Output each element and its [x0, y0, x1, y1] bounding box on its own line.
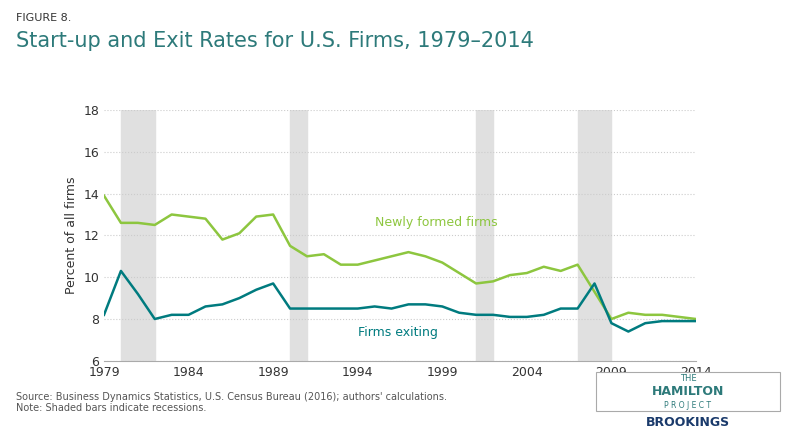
Bar: [121, 110, 154, 361]
Text: BROOKINGS: BROOKINGS: [646, 416, 730, 429]
Text: Source: Business Dynamics Statistics, U.S. Census Bureau (2016); authors' calcul: Source: Business Dynamics Statistics, U.…: [16, 392, 447, 413]
Text: THE: THE: [680, 374, 696, 383]
Text: Newly formed firms: Newly formed firms: [374, 216, 498, 229]
Text: P R O J E C T: P R O J E C T: [665, 401, 711, 410]
Y-axis label: Percent of all firms: Percent of all firms: [65, 176, 78, 294]
Bar: [578, 110, 611, 361]
Bar: [290, 110, 307, 361]
FancyBboxPatch shape: [596, 372, 780, 411]
Text: FIGURE 8.: FIGURE 8.: [16, 13, 71, 23]
Text: Start-up and Exit Rates for U.S. Firms, 1979–2014: Start-up and Exit Rates for U.S. Firms, …: [16, 31, 534, 51]
Text: HAMILTON: HAMILTON: [652, 385, 724, 399]
Text: Firms exiting: Firms exiting: [358, 326, 438, 339]
Bar: [476, 110, 493, 361]
